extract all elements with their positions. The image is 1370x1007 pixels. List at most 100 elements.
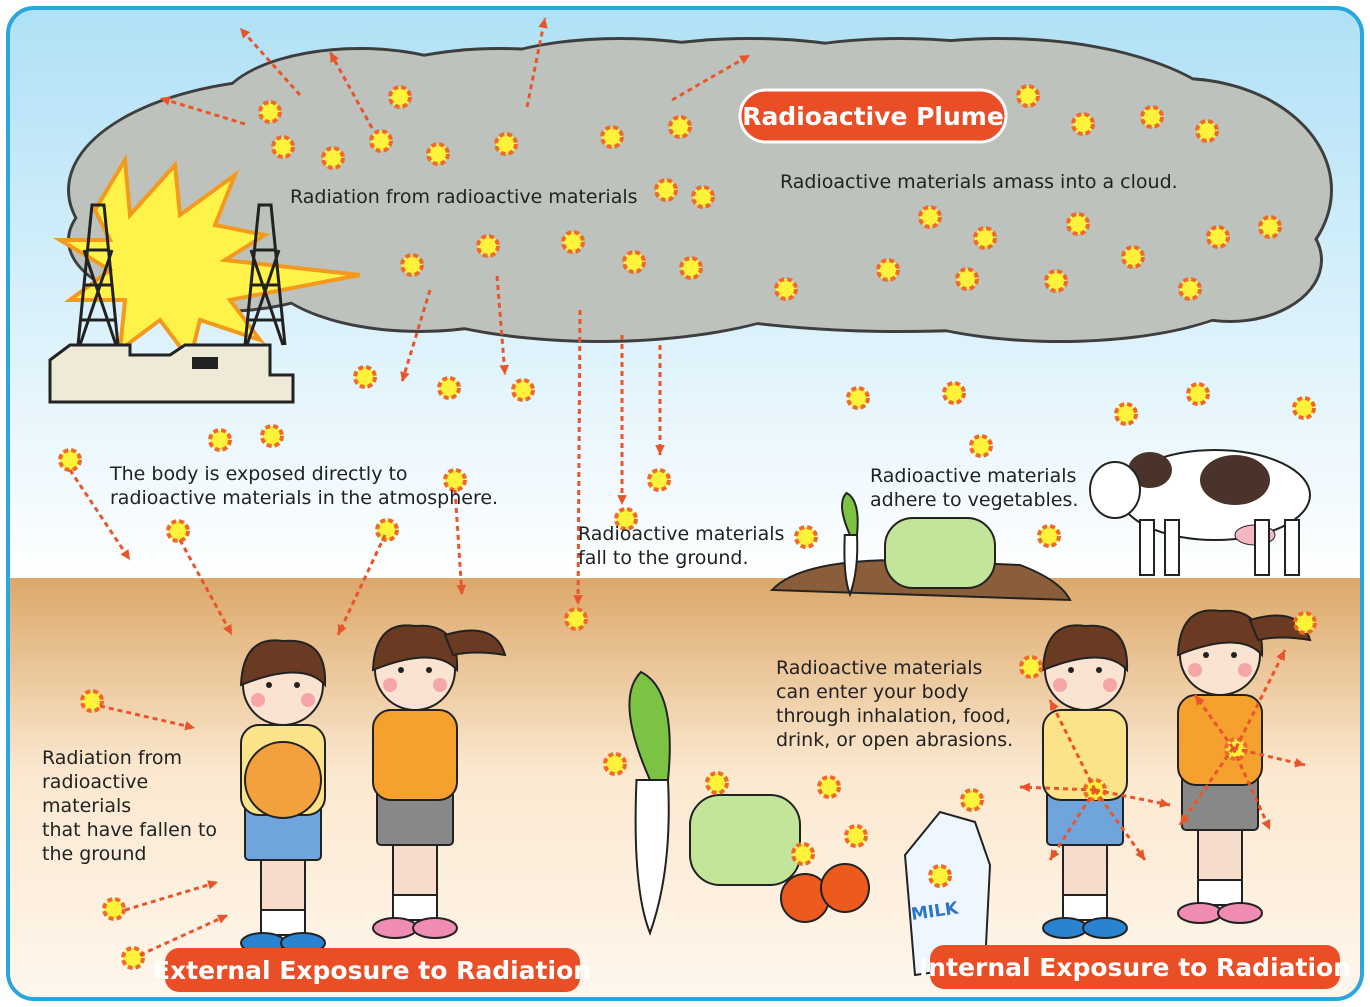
caption-line: drink, or open abrasions. — [776, 729, 1013, 751]
particle — [1188, 384, 1208, 404]
eye — [1096, 667, 1102, 673]
caption-line: materials — [42, 795, 131, 817]
particle — [920, 207, 940, 227]
shirt — [373, 710, 457, 800]
basketball — [245, 742, 321, 818]
particle — [878, 260, 898, 280]
caption-line: Radiation from — [42, 747, 182, 769]
particle — [1018, 86, 1038, 106]
caption-line: radioactive materials in the atmosphere. — [110, 487, 498, 509]
particle — [1116, 404, 1136, 424]
particle — [377, 520, 397, 540]
socks — [1063, 895, 1107, 920]
cheek — [1238, 663, 1252, 677]
page: {"plume_label": "Radioactive Plume", "cl… — [0, 0, 1370, 1007]
particle — [439, 378, 459, 398]
particle — [260, 102, 280, 122]
particle — [971, 436, 991, 456]
particle — [681, 258, 701, 278]
particle — [513, 380, 533, 400]
particle — [1197, 121, 1217, 141]
eye — [1231, 652, 1237, 658]
eye — [1068, 667, 1074, 673]
particle — [104, 899, 124, 919]
cabbage — [690, 795, 800, 885]
particle — [649, 470, 669, 490]
eye — [1203, 652, 1209, 658]
particle — [355, 367, 375, 387]
particle — [846, 826, 866, 846]
particle — [1068, 214, 1088, 234]
cow-leg — [1165, 520, 1179, 575]
caption-line: radioactive — [42, 771, 148, 793]
particle — [496, 134, 516, 154]
caption-line: through inhalation, food, — [776, 705, 1011, 727]
cloud-fill — [460, 40, 780, 140]
particle — [1046, 271, 1066, 291]
cheek — [1053, 678, 1067, 692]
shoe — [413, 918, 457, 938]
caption-line: Radioactive materials — [870, 465, 1076, 487]
shoe — [1083, 918, 1127, 938]
external-label: External Exposure to Radiation — [153, 956, 591, 985]
cheek — [1188, 663, 1202, 677]
cow-leg — [1140, 520, 1154, 575]
particle — [1294, 398, 1314, 418]
particle — [975, 228, 995, 248]
particle — [168, 521, 188, 541]
particle — [670, 117, 690, 137]
cow-head — [1090, 462, 1140, 518]
particle — [1208, 227, 1228, 247]
amass-caption: Radioactive materials amass into a cloud… — [780, 171, 1178, 193]
cheek — [251, 693, 265, 707]
particle — [1021, 657, 1041, 677]
particle — [776, 279, 796, 299]
particle — [962, 790, 982, 810]
particle — [693, 187, 713, 207]
caption-line: can enter your body — [776, 681, 969, 703]
socks — [1198, 880, 1242, 905]
apple — [821, 864, 869, 912]
particle — [1180, 279, 1200, 299]
particle — [957, 269, 977, 289]
particle — [707, 773, 727, 793]
cheek — [383, 678, 397, 692]
shoe — [1178, 903, 1222, 923]
caption-line: fall to the ground. — [578, 547, 749, 569]
particle — [82, 691, 102, 711]
particle — [1039, 526, 1059, 546]
particle — [273, 137, 293, 157]
particle — [624, 252, 644, 272]
plume-label: Radioactive Plume — [742, 102, 1004, 131]
particle — [323, 148, 343, 168]
particle — [60, 450, 80, 470]
socks — [261, 910, 305, 935]
cow-spot — [1200, 455, 1270, 505]
eye — [266, 682, 272, 688]
caption-line: The body is exposed directly to — [109, 463, 408, 485]
scene: Radioactive Plume Radiation from radioac… — [0, 0, 1370, 1007]
particle — [371, 131, 391, 151]
particle — [602, 127, 622, 147]
caption-line: Radioactive materials — [578, 523, 784, 545]
particle — [944, 383, 964, 403]
caption-line: that have fallen to — [42, 819, 217, 841]
shoe — [373, 918, 417, 938]
particle — [123, 948, 143, 968]
particle — [793, 844, 813, 864]
ground — [0, 578, 1370, 1007]
cow-leg — [1285, 520, 1299, 575]
particle — [390, 87, 410, 107]
shoe — [1218, 903, 1262, 923]
caption-line: adhere to vegetables. — [870, 489, 1078, 511]
particle — [605, 754, 625, 774]
particle — [1123, 247, 1143, 267]
caption-line: the ground — [42, 843, 146, 865]
particle — [930, 866, 950, 886]
cow-leg — [1255, 520, 1269, 575]
particle — [796, 527, 816, 547]
internal-label: Internal Exposure to Radiation — [919, 953, 1351, 982]
cheek — [433, 678, 447, 692]
particle — [563, 232, 583, 252]
eye — [426, 667, 432, 673]
